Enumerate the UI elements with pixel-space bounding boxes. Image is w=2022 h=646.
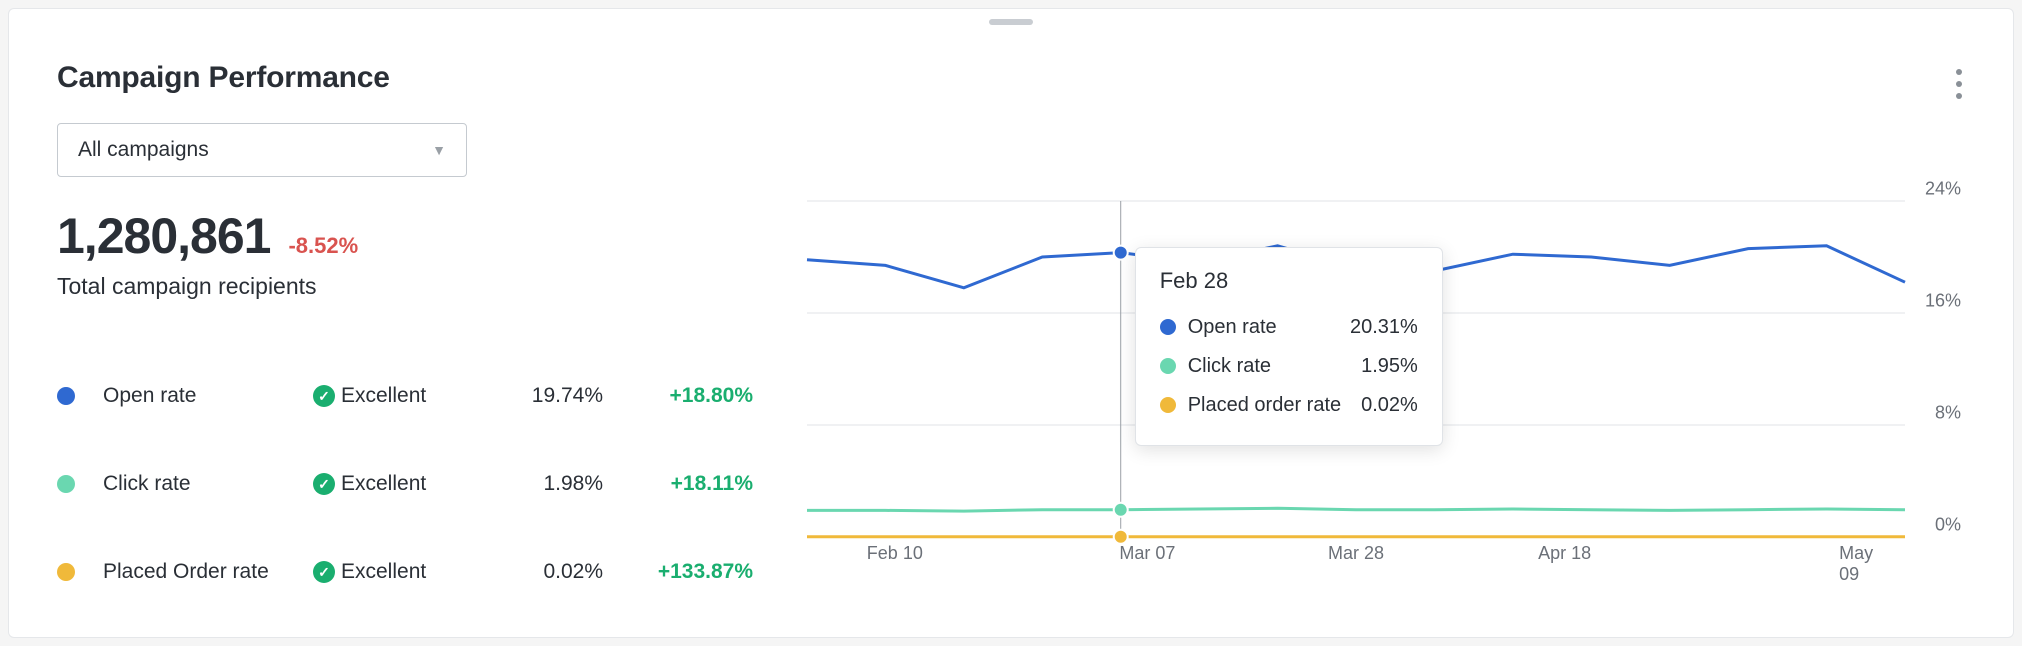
tooltip-label: Click rate <box>1188 355 1271 378</box>
tooltip-title: Feb 28 <box>1160 268 1418 294</box>
metric-name: Click rate <box>103 472 313 496</box>
chevron-down-icon: ▼ <box>432 142 446 158</box>
metric-color-dot <box>57 475 75 493</box>
metric-value: 1.98% <box>493 472 603 496</box>
tooltip-row: Placed order rate 0.02% <box>1160 386 1418 425</box>
dropdown-selected-label: All campaigns <box>78 138 209 162</box>
x-axis-label: Mar 28 <box>1328 543 1384 564</box>
y-axis-label: 0% <box>1935 515 1961 536</box>
campaign-filter-dropdown[interactable]: All campaigns ▼ <box>57 123 467 177</box>
metric-row: Placed Order rate✓Excellent0.02%+133.87% <box>57 528 777 616</box>
metric-value: 19.74% <box>493 384 603 408</box>
drag-handle[interactable] <box>989 19 1033 25</box>
chart-tooltip: Feb 28 Open rate 20.31% Click rate 1.95% Plac… <box>1135 247 1443 446</box>
tooltip-label: Open rate <box>1188 316 1277 339</box>
x-axis-label: Apr 18 <box>1538 543 1591 564</box>
metric-name: Placed Order rate <box>103 560 313 584</box>
metric-status: ✓Excellent <box>313 472 493 496</box>
tooltip-dot <box>1160 319 1176 335</box>
chart-panel: 0% 8% 16% 24% Feb 10 Mar 07 Mar 28 Apr 18 May 0… <box>777 61 1965 589</box>
tooltip-row: Open rate 20.31% <box>1160 308 1418 347</box>
tooltip-dot <box>1160 397 1176 413</box>
hover-point-placed <box>1114 530 1128 544</box>
metric-delta: +18.80% <box>603 384 753 408</box>
check-icon: ✓ <box>313 473 335 495</box>
metric-color-dot <box>57 387 75 405</box>
metric-row: Click rate✓Excellent1.98%+18.11% <box>57 440 777 528</box>
tooltip-value: 20.31% <box>1350 316 1418 339</box>
series-click <box>807 508 1905 511</box>
metric-delta: +133.87% <box>603 560 753 584</box>
metric-color-dot <box>57 563 75 581</box>
panel-title: Campaign Performance <box>57 61 777 95</box>
metric-status: ✓Excellent <box>313 384 493 408</box>
y-axis-label: 8% <box>1935 403 1961 424</box>
metrics-list: Open rate✓Excellent19.74%+18.80%Click ra… <box>57 352 777 616</box>
metric-status: ✓Excellent <box>313 560 493 584</box>
x-axis-label: Mar 07 <box>1119 543 1175 564</box>
summary-panel: Campaign Performance All campaigns ▼ 1,2… <box>57 61 777 589</box>
total-recipients-delta: -8.52% <box>288 233 358 259</box>
tooltip-label: Placed order rate <box>1188 394 1341 417</box>
y-axis-label: 16% <box>1925 291 1961 312</box>
metric-value: 0.02% <box>493 560 603 584</box>
metric-row: Open rate✓Excellent19.74%+18.80% <box>57 352 777 440</box>
performance-line-chart[interactable]: 0%8%16%24% Feb 10Mar 07Mar 28Apr 18May 0… <box>807 201 1905 537</box>
total-recipients-value: 1,280,861 <box>57 207 270 265</box>
campaign-performance-card: Campaign Performance All campaigns ▼ 1,2… <box>8 8 2014 638</box>
tooltip-dot <box>1160 358 1176 374</box>
hover-point-click <box>1114 503 1128 517</box>
hover-point-open <box>1114 246 1128 260</box>
x-axis-label: Feb 10 <box>867 543 923 564</box>
tooltip-row: Click rate 1.95% <box>1160 347 1418 386</box>
x-axis-label: May 09 <box>1839 543 1883 585</box>
metric-delta: +18.11% <box>603 472 753 496</box>
total-recipients-label: Total campaign recipients <box>57 273 777 300</box>
tooltip-value: 0.02% <box>1361 394 1418 417</box>
check-icon: ✓ <box>313 561 335 583</box>
metric-name: Open rate <box>103 384 313 408</box>
check-icon: ✓ <box>313 385 335 407</box>
y-axis-label: 24% <box>1925 179 1961 200</box>
tooltip-value: 1.95% <box>1361 355 1418 378</box>
